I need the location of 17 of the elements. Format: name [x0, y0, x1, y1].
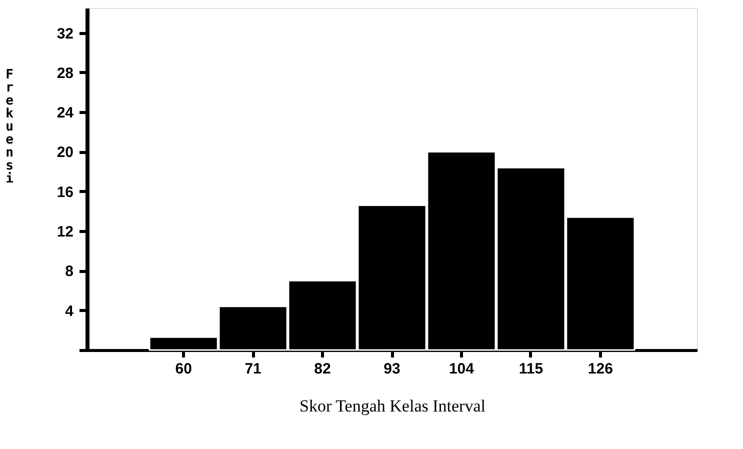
x-tick-label: 82 — [314, 360, 331, 378]
x-tick-label: 71 — [244, 360, 262, 378]
text: Frekuensi — [6, 68, 14, 186]
y-tick-label: 28 — [56, 64, 74, 82]
x-tick-label: 126 — [588, 360, 613, 378]
x-tick-label: 115 — [518, 360, 544, 378]
x-tick-label: 104 — [448, 360, 475, 378]
y-tick-label: 8 — [65, 263, 74, 280]
y-tick-label: 24 — [56, 104, 74, 122]
x-axis-title: Skor Tengah Kelas Interval — [300, 396, 486, 416]
x-tick-label: 93 — [384, 360, 400, 378]
y-tick-label: 16 — [56, 184, 74, 201]
x-tick-label: 60 — [175, 360, 192, 378]
y-tick-label: 12 — [56, 224, 74, 241]
y-tick-label: 32 — [56, 25, 74, 42]
y-tick-label: 20 — [56, 144, 74, 162]
y-tick-label: 4 — [65, 302, 74, 320]
